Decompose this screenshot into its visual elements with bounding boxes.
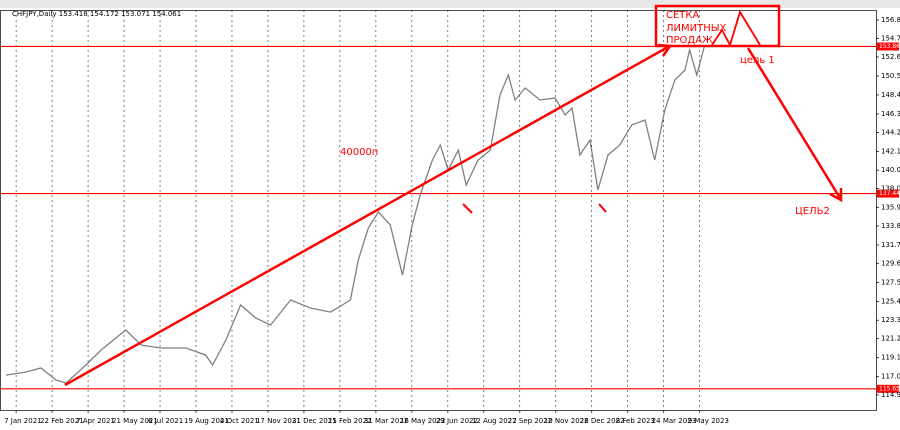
x-tick-label: 31 Mar 2022 xyxy=(364,417,408,425)
y-tick-label: 131.710 xyxy=(881,241,900,249)
series xyxy=(5,44,706,384)
x-tick-label: 4 Oct 2021 xyxy=(220,417,259,425)
level-label: 137.444 xyxy=(879,190,900,197)
x-tick-label: 10 Nov 2022 xyxy=(544,417,589,425)
annotation: ЛИМИТНЫХ xyxy=(666,23,727,34)
y-tick-label: 138.010 xyxy=(881,184,900,192)
x-tick-label: 7 Apr 2021 xyxy=(76,417,115,425)
x-tick-label: 31 Dec 2021 xyxy=(292,417,337,425)
chart-title: CHFJPY,Daily 153.418 154.172 153.071 154… xyxy=(12,10,181,18)
plot-frame xyxy=(0,10,877,411)
annotation: СЕТКА xyxy=(666,10,700,21)
y-tick-label: 142.150 xyxy=(881,147,900,155)
level-label: 115.655 xyxy=(879,385,900,392)
x-tick-label: 19 Aug 2021 xyxy=(184,417,229,425)
y-tick-label: 146.330 xyxy=(881,110,900,118)
arrow-head xyxy=(829,188,843,203)
y-tick-label: 119.130 xyxy=(881,354,900,362)
x-tick-label: 6 Jul 2021 xyxy=(148,417,183,425)
x-tick-label: 15 Feb 2022 xyxy=(328,417,372,425)
x-tick-label: 27 Sep 2022 xyxy=(508,417,552,425)
trend-arrow xyxy=(64,45,669,387)
x-tick-label: 22 Feb 2021 xyxy=(40,417,84,425)
level-label: 153.862 xyxy=(879,43,900,50)
y-tick-label: 152.690 xyxy=(881,53,900,61)
grid xyxy=(15,10,879,413)
annotation: 40000п xyxy=(340,147,378,158)
x-tick-label: 8 Feb 2023 xyxy=(616,417,655,425)
y-tick-label: 125.410 xyxy=(881,297,900,305)
y-tick-label: 114.970 xyxy=(881,391,900,399)
y-tick-label: 117.010 xyxy=(881,373,900,381)
x-tick-label: 7 Jan 2021 xyxy=(4,417,42,425)
x-tick-label: 26 Dec 2022 xyxy=(580,417,625,425)
x-tick-label: 12 Aug 2022 xyxy=(472,417,517,425)
x-tick-label: 29 Jun 2022 xyxy=(436,417,478,425)
annotation: ЦЕЛЬ2 xyxy=(795,206,830,217)
y-tick-label: 144.250 xyxy=(881,129,900,137)
annotations xyxy=(64,4,843,387)
target-arrow xyxy=(746,47,842,199)
x-tick-label: 9 May 2023 xyxy=(688,417,729,425)
level-tag xyxy=(877,189,899,198)
y-tick-label: 150.570 xyxy=(881,72,900,80)
zigzag xyxy=(711,9,761,48)
x-tick-label: 21 May 2021 xyxy=(112,417,158,425)
toolbar xyxy=(0,0,900,8)
y-tick-label: 156.815 xyxy=(881,16,900,24)
level-tag xyxy=(877,42,899,51)
x-tick-label: 16 May 2022 xyxy=(400,417,446,425)
y-tick-label: 135.910 xyxy=(881,203,900,211)
y-tick-label: 140.055 xyxy=(881,166,900,174)
y-tick-label: 121.250 xyxy=(881,335,900,343)
y-tick-label: 154.750 xyxy=(881,34,900,42)
y-tick-label: 148.450 xyxy=(881,91,900,99)
y-tick-label: 127.515 xyxy=(881,279,900,287)
x-tick-label: 17 Nov 2021 xyxy=(256,417,301,425)
y-tick-label: 129.615 xyxy=(881,260,900,268)
y-tick-label: 133.830 xyxy=(881,222,900,230)
sell-grid-box xyxy=(654,4,781,48)
level-tag xyxy=(877,384,899,393)
y-tick-label: 123.310 xyxy=(881,316,900,324)
x-tick-label: 24 Mar 2023 xyxy=(652,417,696,425)
annotation: ПРОДАЖ xyxy=(666,35,713,46)
price-line xyxy=(5,44,706,384)
annotation: цель 1 xyxy=(740,55,775,66)
low-marker xyxy=(598,203,607,213)
low-marker xyxy=(462,203,473,214)
